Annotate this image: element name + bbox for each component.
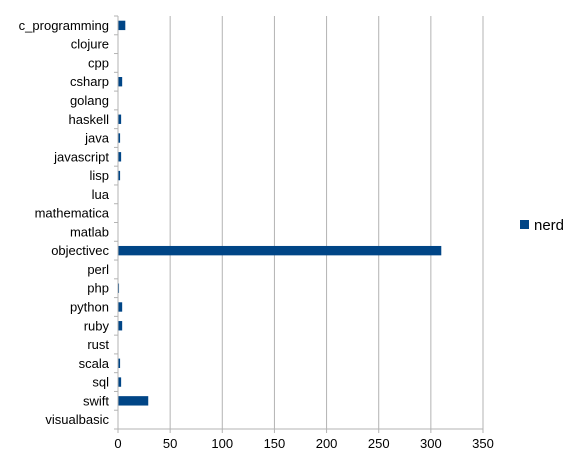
category-label: python xyxy=(70,299,109,314)
bar-objectivec xyxy=(118,245,442,256)
bar-csharp xyxy=(118,77,123,87)
bars xyxy=(118,20,442,406)
x-tick-label: 0 xyxy=(114,436,121,451)
x-tick-label: 250 xyxy=(368,436,390,451)
category-label: swift xyxy=(83,393,109,408)
gridlines xyxy=(117,16,484,429)
x-tick-label: 100 xyxy=(211,436,233,451)
category-label: ruby xyxy=(84,318,110,333)
category-label: mathematica xyxy=(35,206,110,221)
bar-python xyxy=(118,302,123,312)
bar-scala xyxy=(118,358,121,368)
category-label: java xyxy=(84,131,110,146)
bar-lisp xyxy=(118,170,121,181)
bar-java xyxy=(118,133,121,143)
category-label: visualbasic xyxy=(45,412,109,427)
bar-ruby xyxy=(118,321,123,331)
category-label: perl xyxy=(87,262,109,277)
bar-c_programming xyxy=(118,20,126,31)
legend: nerd xyxy=(520,217,564,234)
bar-sql xyxy=(118,377,122,387)
legend-label: nerd xyxy=(534,217,564,234)
bar-javascript xyxy=(118,152,122,162)
bar-php xyxy=(118,283,120,293)
category-label: rust xyxy=(87,337,109,352)
x-tick-label: 200 xyxy=(316,436,338,451)
category-label: haskell xyxy=(69,112,110,127)
category-label: javascript xyxy=(53,149,109,164)
x-tick-label: 300 xyxy=(420,436,442,451)
category-label: scala xyxy=(79,356,110,371)
x-tick-label: 350 xyxy=(472,436,494,451)
category-label: clojure xyxy=(71,37,109,52)
x-tick-label: 50 xyxy=(163,436,177,451)
x-tick-label: 150 xyxy=(264,436,286,451)
category-label: lisp xyxy=(89,168,109,183)
bar-haskell xyxy=(118,114,122,124)
category-label: csharp xyxy=(70,74,109,89)
category-label: matlab xyxy=(70,224,109,239)
category-label: golang xyxy=(70,93,109,108)
category-label: sql xyxy=(92,375,109,390)
legend-swatch xyxy=(520,220,529,229)
category-label: php xyxy=(87,281,109,296)
bar-swift xyxy=(118,396,149,406)
category-label: cpp xyxy=(88,55,109,70)
category-label: objectivec xyxy=(51,243,109,258)
category-label: lua xyxy=(92,187,110,202)
category-label: c_programming xyxy=(19,18,109,33)
x-tick-labels: 0 50 100 150 200 250 300 350 xyxy=(114,436,493,451)
axes xyxy=(114,15,484,433)
